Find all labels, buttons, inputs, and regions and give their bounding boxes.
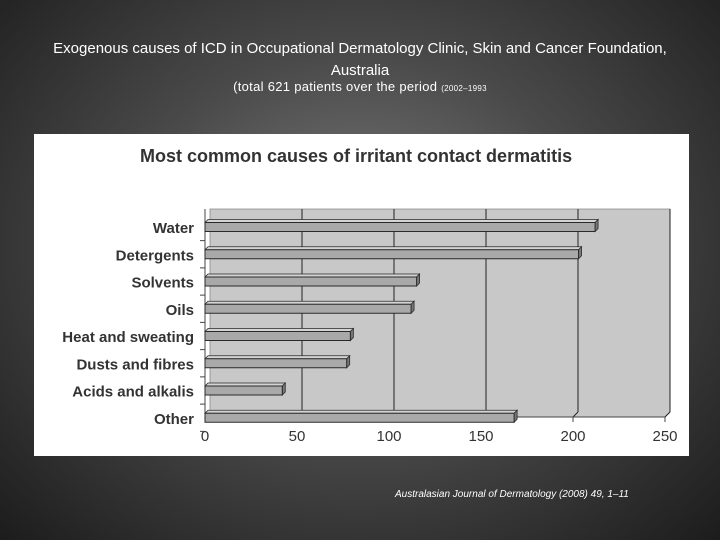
category-label: Heat and sweating — [62, 329, 194, 346]
gridline-base — [664, 411, 671, 418]
bar — [204, 412, 515, 423]
category-label: Detergents — [116, 247, 194, 264]
slide-title: Exogenous causes of ICD in Occupational … — [53, 40, 667, 79]
category-label: Solvents — [131, 275, 194, 292]
category-label: Water — [153, 220, 194, 237]
gridline-base — [572, 411, 579, 418]
bar-chart: Most common causes of irritant contact d… — [62, 146, 677, 445]
bar — [204, 222, 596, 232]
bar — [204, 276, 418, 287]
chart-panel: Most common causes of irritant contact d… — [34, 134, 689, 456]
bar — [204, 249, 580, 260]
x-tick-label: 50 — [289, 428, 306, 445]
bar — [204, 303, 412, 314]
category-label: Other — [154, 411, 194, 428]
x-tick-label: 150 — [468, 428, 493, 445]
chart-title: Most common causes of irritant contact d… — [140, 146, 572, 166]
category-label: Dusts and fibres — [76, 356, 194, 373]
x-tick-label: 250 — [652, 428, 677, 445]
subtitle-period: (2002–1993 — [441, 84, 487, 93]
x-tick-label: 100 — [376, 428, 401, 445]
subtitle-main: (total 621 patients over the period — [233, 79, 442, 94]
category-label: Oils — [166, 302, 194, 319]
x-tick-label: 200 — [560, 428, 585, 445]
citation: Australasian Journal of Dermatology (200… — [395, 489, 629, 500]
category-label: Acids and alkalis — [72, 384, 194, 401]
bar — [204, 358, 348, 369]
bar — [204, 385, 283, 396]
bar — [204, 331, 351, 341]
slide-subtitle: (total 621 patients over the period (200… — [0, 79, 720, 94]
x-tick-label: 0 — [201, 428, 209, 445]
